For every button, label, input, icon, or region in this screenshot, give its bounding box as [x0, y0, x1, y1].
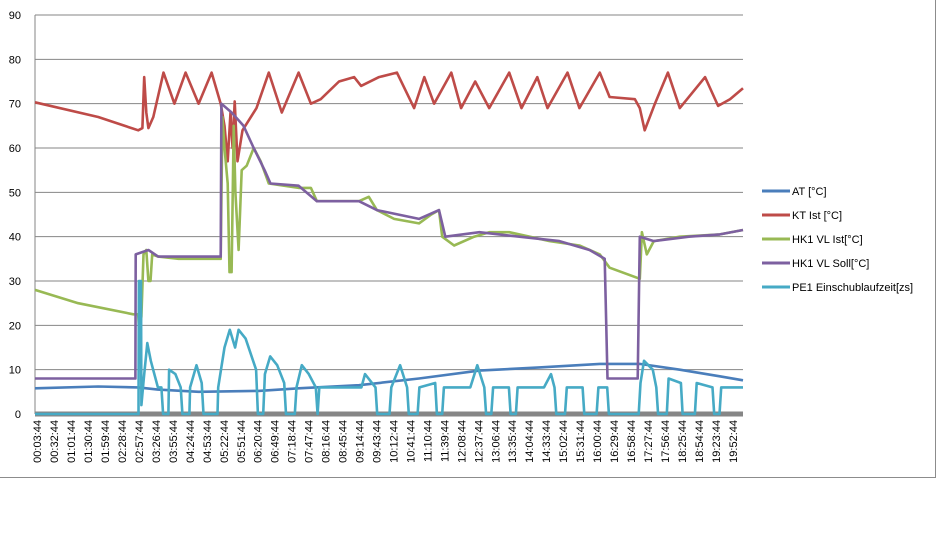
x-tick-label: 15:02:44 [558, 420, 570, 463]
x-tick-label: 08:45:44 [338, 420, 350, 463]
series-line-1 [34, 362, 744, 394]
legend-label: HK1 VL Soll[°C] [792, 258, 869, 270]
y-tick-label: 40 [9, 232, 21, 244]
legend-label: HK1 VL Ist[°C] [792, 234, 863, 246]
series-line-4 [35, 102, 744, 380]
x-tick-label: 13:06:44 [490, 420, 502, 463]
x-tick-label: 11:10:44 [422, 420, 434, 462]
x-tick-label: 02:57:44 [134, 420, 146, 463]
x-tick-label: 00:32:44 [49, 420, 61, 463]
legend-label: AT [°C] [792, 186, 827, 198]
x-tick-label: 00:03:44 [32, 420, 44, 463]
x-axis-ticks: 00:03:44 00:32:44 01:01:44 01:30:44 01:59:44… [32, 420, 740, 463]
x-tick-label: 10:41:44 [405, 420, 417, 463]
y-tick-label: 70 [9, 99, 21, 111]
x-tick-label: 16:29:44 [609, 420, 621, 463]
x-tick-label: 04:24:44 [185, 420, 197, 463]
y-axis-ticks: 0 10 20 30 40 50 60 70 80 90 [9, 10, 21, 421]
x-tick-label: 01:30:44 [83, 420, 95, 463]
y-tick-label: 60 [9, 143, 21, 155]
x-tick-label: 19:23:44 [711, 420, 723, 463]
chart-frame [0, 0, 936, 478]
x-tick-label: 11:39:44 [439, 420, 451, 462]
x-tick-label: 01:59:44 [100, 420, 112, 463]
x-tick-label: 10:12:44 [388, 420, 400, 463]
y-tick-label: 0 [15, 409, 21, 421]
legend-label: KT Ist [°C] [792, 210, 842, 222]
x-tick-label: 09:43:44 [371, 420, 383, 463]
x-tick-label: 13:35:44 [507, 420, 519, 463]
x-tick-label: 05:51:44 [236, 420, 248, 463]
series-line-2 [34, 71, 744, 163]
y-tick-label: 10 [9, 365, 21, 377]
x-tick-label: 03:26:44 [151, 420, 163, 463]
x-tick-label: 16:00:44 [592, 420, 604, 463]
x-tick-label: 06:20:44 [253, 420, 265, 463]
x-tick-label: 18:54:44 [694, 420, 706, 463]
x-tick-label: 14:04:44 [524, 420, 536, 463]
x-tick-label: 15:31:44 [575, 420, 587, 463]
x-tick-label: 07:18:44 [287, 420, 299, 463]
x-tick-label: 09:14:44 [355, 420, 367, 463]
x-tick-label: 14:33:44 [541, 420, 553, 463]
x-tick-label: 07:47:44 [304, 420, 316, 463]
y-tick-label: 80 [9, 54, 21, 66]
series-lines [34, 71, 744, 416]
x-tick-label: 03:55:44 [168, 420, 180, 463]
x-tick-label: 18:25:44 [677, 420, 689, 463]
x-tick-label: 12:08:44 [456, 420, 468, 463]
x-tick-label: 05:22:44 [219, 420, 231, 463]
x-tick-label: 08:16:44 [321, 420, 333, 463]
y-tick-label: 90 [9, 10, 21, 22]
y-tick-label: 30 [9, 276, 21, 288]
x-tick-label: 16:58:44 [626, 420, 638, 463]
x-tick-label: 06:49:44 [270, 420, 282, 463]
x-tick-label: 19:52:44 [728, 420, 740, 463]
x-tick-label: 17:56:44 [660, 420, 672, 463]
y-tick-label: 20 [9, 320, 21, 332]
x-tick-label: 04:53:44 [202, 420, 214, 463]
x-tick-label: 01:01:44 [66, 420, 78, 463]
series-line-5 [35, 279, 743, 416]
x-tick-label: 12:37:44 [473, 420, 485, 463]
y-tick-label: 50 [9, 187, 21, 199]
x-tick-label: 17:27:44 [643, 420, 655, 463]
legend-label: PE1 Einschublaufzeit[zs] [792, 282, 913, 294]
legend: AT [°C] KT Ist [°C] HK1 VL Ist[°C] HK1 VL S… [762, 186, 913, 294]
x-tick-label: 02:28:44 [117, 420, 129, 463]
